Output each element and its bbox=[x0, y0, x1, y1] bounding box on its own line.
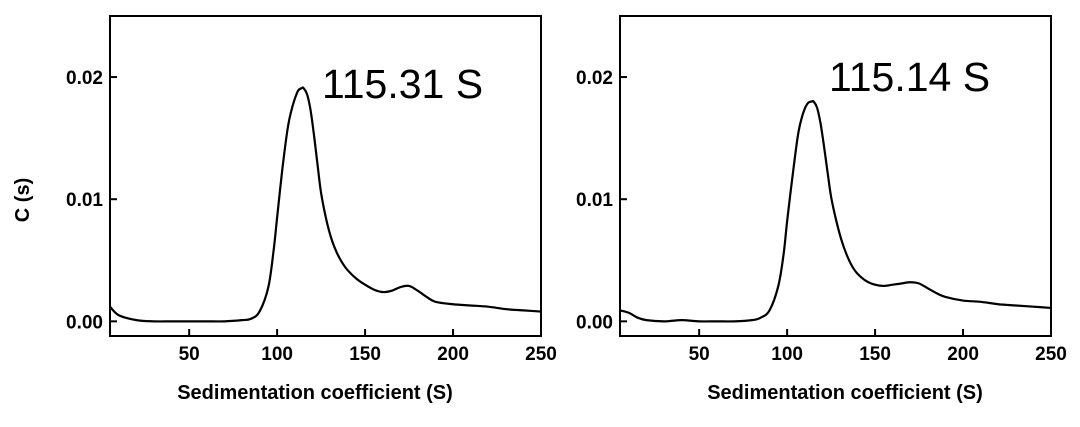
x-tick-label-right: 100 bbox=[771, 344, 803, 365]
x-tick-label-right: 150 bbox=[859, 344, 891, 365]
x-tick-label-left: 200 bbox=[437, 344, 469, 365]
panel-right: Sedimentation coefficient (S) 115.14 S 5… bbox=[576, 15, 1067, 404]
x-tick-label-right: 200 bbox=[947, 344, 979, 365]
ticks-right: 50 100 150 200 250 0.00 0.01 0.02 bbox=[576, 68, 1067, 365]
y-tick-label-left: 0.01 bbox=[66, 190, 103, 211]
plot-frame-left bbox=[109, 15, 542, 337]
y-axis-title-left: C (s) bbox=[12, 178, 34, 222]
series-line-left bbox=[109, 86, 542, 323]
y-tick-label-left: 0.00 bbox=[66, 312, 103, 333]
plot-frame-right bbox=[619, 15, 1052, 337]
peak-annotation-right: 115.14 S bbox=[829, 54, 990, 100]
peak-annotation-left: 115.31 S bbox=[322, 61, 483, 107]
x-tick-label-left: 250 bbox=[525, 344, 557, 365]
x-tick-label-right: 250 bbox=[1035, 344, 1067, 365]
x-axis-title-left: Sedimentation coefficient (S) bbox=[177, 382, 453, 404]
y-tick-label-right: 0.01 bbox=[576, 190, 613, 211]
x-tick-label-left: 150 bbox=[349, 344, 381, 365]
x-tick-label-right: 50 bbox=[689, 344, 710, 365]
panel-left: C (s) Sedimentation coefficient (S) 115.… bbox=[12, 15, 557, 404]
x-tick-label-left: 50 bbox=[179, 344, 200, 365]
y-tick-label-right: 0.00 bbox=[576, 312, 613, 333]
x-tick-label-left: 100 bbox=[261, 344, 293, 365]
x-axis-title-right: Sedimentation coefficient (S) bbox=[707, 382, 983, 404]
series-line-right bbox=[619, 99, 1052, 323]
y-tick-label-right: 0.02 bbox=[576, 68, 613, 89]
y-tick-label-left: 0.02 bbox=[66, 68, 103, 89]
ticks-left: 50 100 150 200 250 0.00 0.01 0.02 bbox=[66, 68, 557, 365]
